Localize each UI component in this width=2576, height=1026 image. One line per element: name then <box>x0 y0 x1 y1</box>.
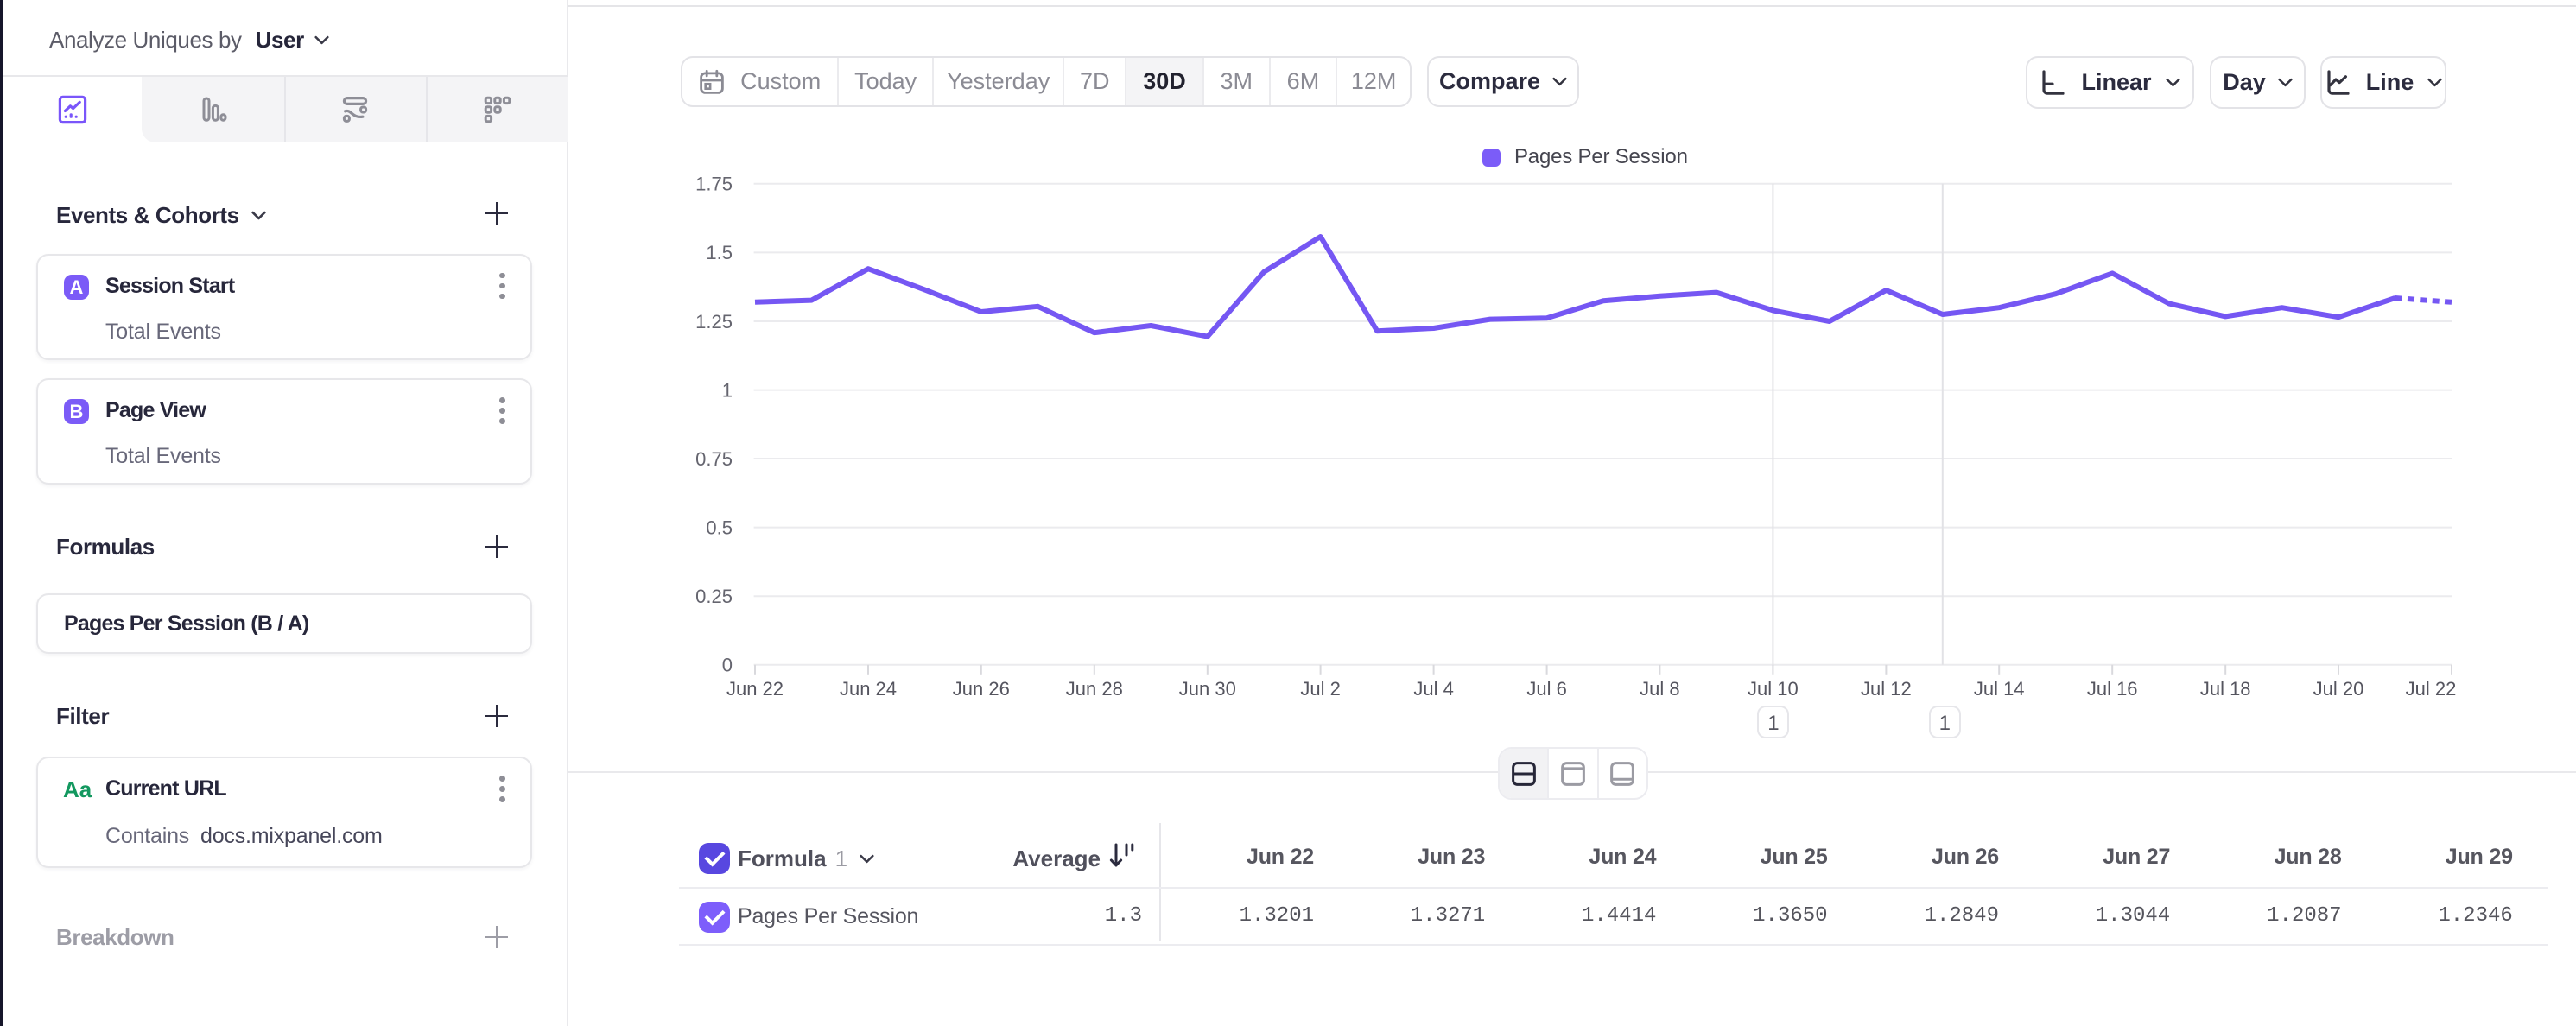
svg-text:Jun 26: Jun 26 <box>953 678 1010 700</box>
svg-text:1.75: 1.75 <box>695 174 733 195</box>
svg-text:Jul 8: Jul 8 <box>1640 678 1679 700</box>
svg-text:Jun 22: Jun 22 <box>726 678 784 700</box>
svg-text:Jul 12: Jul 12 <box>1861 678 1912 700</box>
svg-text:Jul 22: Jul 22 <box>2406 678 2457 700</box>
svg-text:Jul 14: Jul 14 <box>1974 678 2025 700</box>
svg-text:Jun 28: Jun 28 <box>1066 678 1123 700</box>
svg-text:0: 0 <box>722 655 733 676</box>
svg-text:0.25: 0.25 <box>695 586 733 607</box>
svg-text:1.25: 1.25 <box>695 311 733 332</box>
svg-text:0.5: 0.5 <box>706 516 733 538</box>
svg-text:Jun 30: Jun 30 <box>1179 678 1236 700</box>
svg-text:1: 1 <box>722 379 733 401</box>
svg-text:Jul 6: Jul 6 <box>1526 678 1566 700</box>
svg-text:Jul 4: Jul 4 <box>1413 678 1453 700</box>
svg-text:Jul 2: Jul 2 <box>1300 678 1340 700</box>
svg-text:0.75: 0.75 <box>695 448 733 470</box>
svg-text:Jul 10: Jul 10 <box>1748 678 1799 700</box>
svg-text:Jun 24: Jun 24 <box>840 678 897 700</box>
svg-text:Jul 20: Jul 20 <box>2313 678 2364 700</box>
svg-text:1.5: 1.5 <box>706 242 733 263</box>
svg-text:Jul 18: Jul 18 <box>2200 678 2251 700</box>
svg-text:Jul 16: Jul 16 <box>2087 678 2138 700</box>
